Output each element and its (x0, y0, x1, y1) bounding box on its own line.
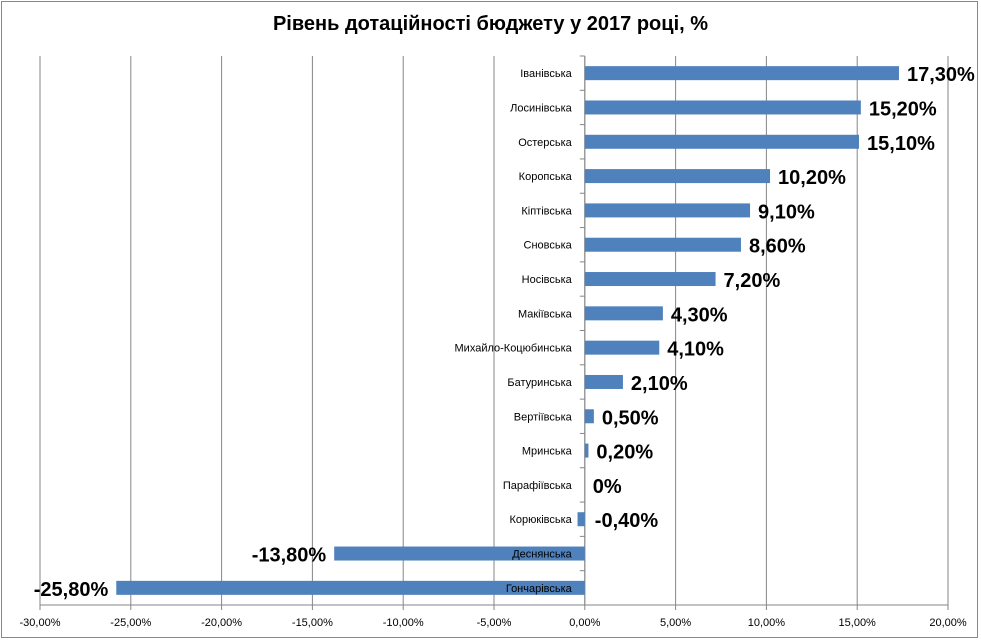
category-label: Іванівська (520, 68, 572, 80)
bar (584, 169, 771, 184)
x-tick-label: -30,00% (20, 617, 61, 629)
category-label: Деснянська (512, 549, 572, 561)
data-label: 0,20% (596, 442, 653, 464)
category-label: Носівська (522, 274, 573, 286)
x-tick-label: -25,00% (110, 617, 151, 629)
data-label: 2,10% (631, 373, 688, 395)
bar (584, 409, 594, 424)
x-tick-label: 5,00% (660, 617, 691, 629)
data-label: 10,20% (778, 167, 846, 189)
x-tick-label: 15,00% (839, 617, 877, 629)
bar (584, 443, 589, 458)
data-label: 15,10% (867, 133, 935, 155)
data-label: 0% (593, 476, 622, 498)
bar (334, 546, 585, 561)
data-label: 15,20% (869, 98, 937, 120)
category-label: Вертіївська (514, 411, 573, 423)
bar (584, 374, 623, 389)
bar (584, 134, 860, 149)
data-label: 9,10% (758, 201, 815, 223)
category-label: Лосинівська (510, 102, 573, 114)
bar (584, 66, 899, 81)
bar (584, 203, 751, 218)
category-label: Сновська (524, 240, 573, 252)
bar (584, 306, 663, 321)
category-label: Коропська (519, 171, 573, 183)
category-label: Кіптівська (521, 205, 572, 217)
bar (577, 512, 585, 527)
category-label: Мринська (522, 446, 573, 458)
data-label: 8,60% (749, 236, 806, 258)
data-label: 4,30% (671, 304, 728, 326)
x-tick-label: -20,00% (201, 617, 242, 629)
x-tick-label: 0,00% (569, 617, 600, 629)
category-label: Корюківська (510, 514, 573, 526)
category-label: Макіївська (518, 308, 573, 320)
bar (584, 272, 716, 287)
data-label: -13,80% (252, 545, 327, 567)
bar (584, 340, 660, 355)
data-label: 4,10% (667, 339, 724, 361)
x-tick-label: -5,00% (477, 617, 512, 629)
category-label: Михайло-Коцюбинська (455, 343, 573, 355)
category-label: Остерська (518, 137, 572, 149)
category-label: Батуринська (507, 377, 572, 389)
x-tick-label: 20,00% (929, 617, 967, 629)
bar (584, 100, 861, 115)
x-tick-label: -10,00% (383, 617, 424, 629)
data-label: -0,40% (595, 510, 659, 532)
x-tick-label: 10,00% (748, 617, 786, 629)
x-tick-label: -15,00% (292, 617, 333, 629)
data-label: 0,50% (602, 407, 659, 429)
chart-title: Рівень дотаційності бюджету у 2017 році,… (272, 13, 709, 35)
category-label: Гончарівська (506, 583, 573, 595)
data-label: 7,20% (724, 270, 781, 292)
bar (116, 580, 585, 595)
data-label: 17,30% (907, 64, 975, 86)
data-label: -25,80% (34, 579, 109, 601)
category-label: Парафіївська (503, 480, 573, 492)
bar (584, 237, 741, 252)
